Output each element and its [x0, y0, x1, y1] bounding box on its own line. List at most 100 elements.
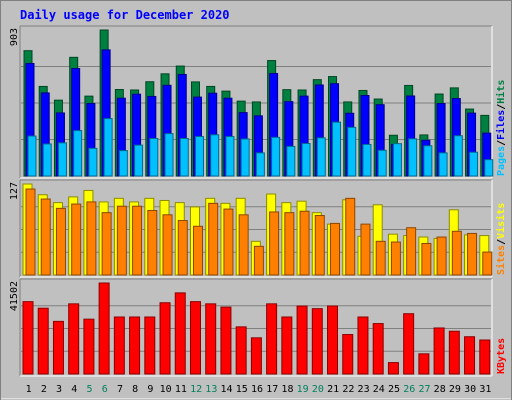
bar-kbytes-day-30 [464, 336, 476, 375]
chart-title: Daily usage for December 2020 [20, 8, 230, 22]
bar-sites-day-7 [116, 205, 127, 276]
bar-sites-day-1 [25, 188, 36, 276]
x-tick-label-day-18: 18 [281, 384, 293, 395]
legend-label: / [496, 239, 507, 245]
bar-sites-day-3 [55, 207, 66, 276]
bar-pages-day-19 [301, 143, 311, 177]
x-tick-label-day-16: 16 [251, 384, 263, 395]
bar-kbytes-day-15 [235, 326, 247, 375]
bar-kbytes-day-2 [37, 307, 49, 375]
x-tick-label-day-2: 2 [41, 384, 47, 395]
bar-sites-day-14 [223, 208, 234, 276]
bar-sites-day-6 [101, 212, 112, 276]
panel-visits_sites-ymax-label: 127 [9, 182, 20, 200]
x-tick-label-day-15: 15 [236, 384, 248, 395]
bar-kbytes-day-19 [296, 305, 308, 375]
bar-pages-day-27 [423, 145, 433, 177]
bar-sites-day-10 [162, 214, 173, 276]
x-tick-label-day-27: 27 [418, 384, 430, 395]
x-tick-label-day-12: 12 [190, 384, 202, 395]
bar-sites-day-9 [147, 210, 158, 276]
bar-sites-day-31 [482, 251, 493, 276]
bar-kbytes-day-27 [418, 353, 430, 375]
bar-pages-day-29 [453, 135, 463, 177]
bar-sites-day-8 [132, 205, 143, 276]
bar-pages-day-6 [103, 118, 113, 177]
bar-sites-day-28 [436, 236, 447, 276]
bar-pages-day-12 [194, 136, 204, 177]
x-tick-label-day-25: 25 [388, 384, 400, 395]
bar-kbytes-day-29 [448, 330, 460, 375]
bar-pages-day-11 [179, 137, 189, 177]
bar-pages-day-2 [42, 143, 52, 177]
bar-sites-day-5 [86, 201, 97, 276]
x-tick-label-day-4: 4 [71, 384, 77, 395]
legend-label: / [496, 104, 507, 110]
bar-pages-day-9 [149, 137, 159, 177]
bar-kbytes-day-25 [387, 362, 399, 375]
bar-kbytes-day-22 [342, 334, 354, 375]
bar-kbytes-day-3 [52, 320, 64, 375]
bar-sites-day-15 [238, 214, 249, 276]
bar-pages-day-16 [255, 152, 265, 177]
x-tick-label-day-7: 7 [117, 384, 123, 395]
bar-pages-day-26 [408, 138, 418, 177]
x-tick-label-day-8: 8 [132, 384, 138, 395]
bar-kbytes-day-5 [83, 318, 95, 375]
x-tick-label-day-30: 30 [464, 384, 476, 395]
bar-kbytes-day-12 [189, 301, 201, 375]
bar-kbytes-day-24 [372, 323, 384, 375]
bar-sites-day-24 [375, 240, 386, 276]
x-tick-label-day-5: 5 [87, 384, 93, 395]
bar-sites-day-26 [406, 227, 417, 276]
bar-kbytes-day-17 [266, 303, 278, 375]
bar-kbytes-day-21 [327, 305, 339, 375]
bar-pages-day-14 [225, 136, 235, 177]
bar-pages-day-22 [347, 126, 357, 177]
x-tick-label-day-14: 14 [221, 384, 233, 395]
bar-pages-day-28 [438, 152, 448, 177]
bar-kbytes-day-8 [129, 316, 141, 375]
bar-pages-day-10 [164, 133, 174, 177]
bar-pages-day-1 [27, 135, 37, 177]
bar-kbytes-day-4 [68, 303, 80, 375]
bar-sites-day-4 [71, 203, 82, 276]
bar-pages-day-18 [286, 145, 296, 177]
x-tick-label-day-10: 10 [160, 384, 172, 395]
bar-pages-day-13 [210, 134, 220, 177]
bar-pages-day-30 [469, 151, 479, 177]
legend-label: Pages [496, 146, 507, 176]
bar-kbytes-day-23 [357, 316, 369, 375]
bar-kbytes-day-9 [144, 316, 156, 375]
bar-kbytes-day-18 [281, 316, 293, 375]
bar-kbytes-day-14 [220, 306, 232, 375]
bar-pages-day-4 [73, 130, 83, 177]
x-tick-label-day-17: 17 [266, 384, 278, 395]
x-tick-label-day-9: 9 [147, 384, 153, 395]
x-tick-label-day-21: 21 [327, 384, 339, 395]
x-tick-label-day-6: 6 [102, 384, 108, 395]
bar-sites-day-27 [421, 242, 432, 276]
x-tick-label-day-29: 29 [449, 384, 461, 395]
bar-sites-day-16 [253, 245, 264, 276]
x-tick-label-day-31: 31 [479, 384, 491, 395]
panel-kbytes-legend: KBytes [496, 338, 507, 374]
bar-pages-day-3 [57, 142, 67, 177]
bar-sites-day-25 [390, 241, 401, 276]
bar-sites-day-22 [345, 197, 356, 276]
x-tick-label-day-20: 20 [312, 384, 324, 395]
x-tick-label-day-3: 3 [56, 384, 62, 395]
bar-sites-day-17 [269, 211, 280, 276]
x-tick-label-day-19: 19 [297, 384, 309, 395]
legend-label: Files [495, 110, 507, 140]
bar-pages-day-8 [134, 144, 144, 177]
bar-sites-day-13 [208, 202, 219, 276]
panel-hits_files_pages-ymax-label: 903 [9, 28, 20, 46]
bar-pages-day-24 [377, 149, 387, 177]
bar-sites-day-20 [314, 215, 325, 276]
bar-sites-day-30 [467, 232, 478, 276]
x-tick-label-day-28: 28 [434, 384, 446, 395]
x-tick-label-day-24: 24 [373, 384, 385, 395]
bar-kbytes-day-7 [113, 316, 125, 375]
